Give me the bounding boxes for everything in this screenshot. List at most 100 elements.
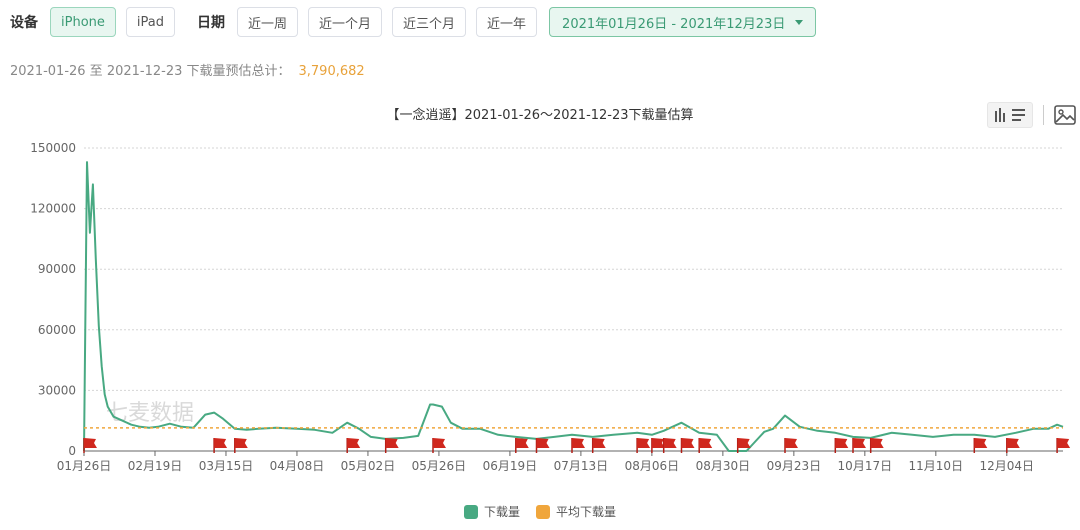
flag-icon <box>699 438 713 448</box>
legend-label-average: 平均下载量 <box>556 505 617 519</box>
flag-icon <box>572 438 585 448</box>
x-tick-label: 08月30日 <box>696 459 751 473</box>
flag-icon <box>1006 438 1020 448</box>
caret-down-icon <box>795 19 804 25</box>
y-axis-ticks: 0 30000 60000 90000 120000 150000 <box>30 141 76 458</box>
range-quarter-button[interactable]: 近三个月 <box>392 7 467 37</box>
flag-marker <box>869 438 884 453</box>
y-tick-label: 150000 <box>30 141 76 155</box>
series-layer <box>83 161 1064 452</box>
flag-markers <box>83 438 1071 453</box>
download-summary: 2021-01-26 至 2021-12-23 下载量预估总计： 3,790,68… <box>10 60 365 79</box>
flag-icon <box>536 438 550 448</box>
flag-marker <box>515 438 529 453</box>
flag-marker <box>234 438 248 453</box>
flag-icon <box>214 438 228 448</box>
flag-icon <box>84 438 97 448</box>
x-tick-label: 10月17日 <box>838 459 893 473</box>
flag-marker <box>346 438 361 453</box>
flag-marker <box>1056 438 1071 453</box>
x-tick-label: 12月04日 <box>980 459 1035 473</box>
flag-marker <box>784 438 798 453</box>
downloads-line <box>83 161 1064 452</box>
x-axis: 01月26日 02月19日 03月15日 04月08日 05月02日 05月26日 06月1… <box>57 450 1063 473</box>
flag-icon <box>347 438 361 448</box>
x-tick-label: 11月10日 <box>909 459 964 473</box>
chart-view-toggle[interactable] <box>987 102 1033 128</box>
chart-title: 【一念逍遥】2021-01-26～2021-12-23下载量估算 <box>386 108 694 123</box>
flag-icon <box>592 438 606 448</box>
summary-text: 2021-01-26 至 2021-12-23 下载量预估总计： <box>10 64 291 79</box>
flag-marker <box>973 438 988 453</box>
flag-icon <box>835 438 849 448</box>
x-tick-label: 09月23日 <box>767 459 822 473</box>
range-month-button[interactable]: 近一个月 <box>308 7 383 37</box>
flag-icon <box>737 438 751 448</box>
flag-marker <box>591 438 606 453</box>
save-image-button[interactable] <box>1054 104 1076 126</box>
x-tick-label: 01月26日 <box>57 459 112 473</box>
range-year-button[interactable]: 近一年 <box>476 7 538 37</box>
legend-label-downloads: 下载量 <box>483 505 520 519</box>
flag-icon <box>637 438 651 448</box>
flag-icon <box>651 438 665 448</box>
device-iphone-button[interactable]: iPhone <box>50 7 116 37</box>
date-label: 日期 <box>196 15 225 31</box>
y-tick-label: 120000 <box>30 202 76 216</box>
flag-icon <box>234 438 248 448</box>
device-ipad-button[interactable]: iPad <box>125 7 175 37</box>
flag-marker <box>736 438 751 453</box>
flag-marker <box>834 438 849 453</box>
x-tick-label: 05月02日 <box>341 459 396 473</box>
flag-marker <box>852 438 866 453</box>
flag-marker <box>680 438 695 453</box>
image-icon <box>1054 105 1076 125</box>
filter-bar: 设备 iPhone iPad 日期 近一周 近一个月 近三个月 近一年 2021… <box>10 7 817 37</box>
y-tick-label: 90000 <box>38 262 76 276</box>
legend-item-downloads[interactable]: 下载量 <box>463 503 520 520</box>
flag-marker <box>384 438 399 453</box>
flag-icon <box>853 438 866 448</box>
x-tick-label: 06月19日 <box>483 459 538 473</box>
flag-icon <box>870 438 884 448</box>
flag-marker <box>698 438 713 453</box>
x-tick-label: 08月06日 <box>625 459 680 473</box>
flag-icon <box>433 438 446 448</box>
chart-toolbar <box>987 102 1076 128</box>
legend-item-average[interactable]: 平均下载量 <box>536 503 616 520</box>
range-week-button[interactable]: 近一周 <box>236 7 298 37</box>
flag-marker <box>636 438 651 453</box>
flag-marker <box>535 438 550 453</box>
date-range-picker[interactable]: 2021年01月26日 - 2021年12月23日 <box>549 7 817 37</box>
legend-swatch-downloads <box>463 504 478 519</box>
watermark: 七麦数据 <box>106 401 194 426</box>
chart-legend: 下载量 平均下载量 <box>0 503 1080 520</box>
flag-icon <box>1057 438 1071 448</box>
date-range-text: 2021年01月26日 - 2021年12月23日 <box>562 16 786 32</box>
flag-marker <box>1006 438 1020 453</box>
x-tick-label: 07月13日 <box>554 459 609 473</box>
x-tick-label: 03月15日 <box>199 459 254 473</box>
flag-icon <box>681 438 695 448</box>
bar-chart-icon <box>995 108 1025 122</box>
y-tick-label: 0 <box>68 444 76 458</box>
legend-swatch-average <box>536 504 550 519</box>
x-tick-label: 04月08日 <box>270 459 325 473</box>
flag-icon <box>663 438 677 448</box>
grid-lines <box>84 147 1063 391</box>
download-chart: 0 30000 60000 90000 120000 150000 01月26日 02月19… <box>30 141 1071 473</box>
summary-total: 3,790,682 <box>298 64 365 79</box>
y-tick-label: 30000 <box>38 383 76 397</box>
x-tick-label: 05月26日 <box>412 459 467 473</box>
flag-marker <box>651 438 665 453</box>
flag-icon <box>974 438 988 448</box>
y-tick-label: 60000 <box>38 323 76 337</box>
device-label: 设备 <box>10 15 38 31</box>
flag-marker <box>83 438 97 453</box>
flag-marker <box>662 438 677 453</box>
x-tick-label: 02月19日 <box>128 459 183 473</box>
flag-icon <box>515 438 529 448</box>
toolbar-divider <box>1043 105 1044 125</box>
flag-marker <box>213 438 228 453</box>
flag-icon <box>785 438 798 448</box>
